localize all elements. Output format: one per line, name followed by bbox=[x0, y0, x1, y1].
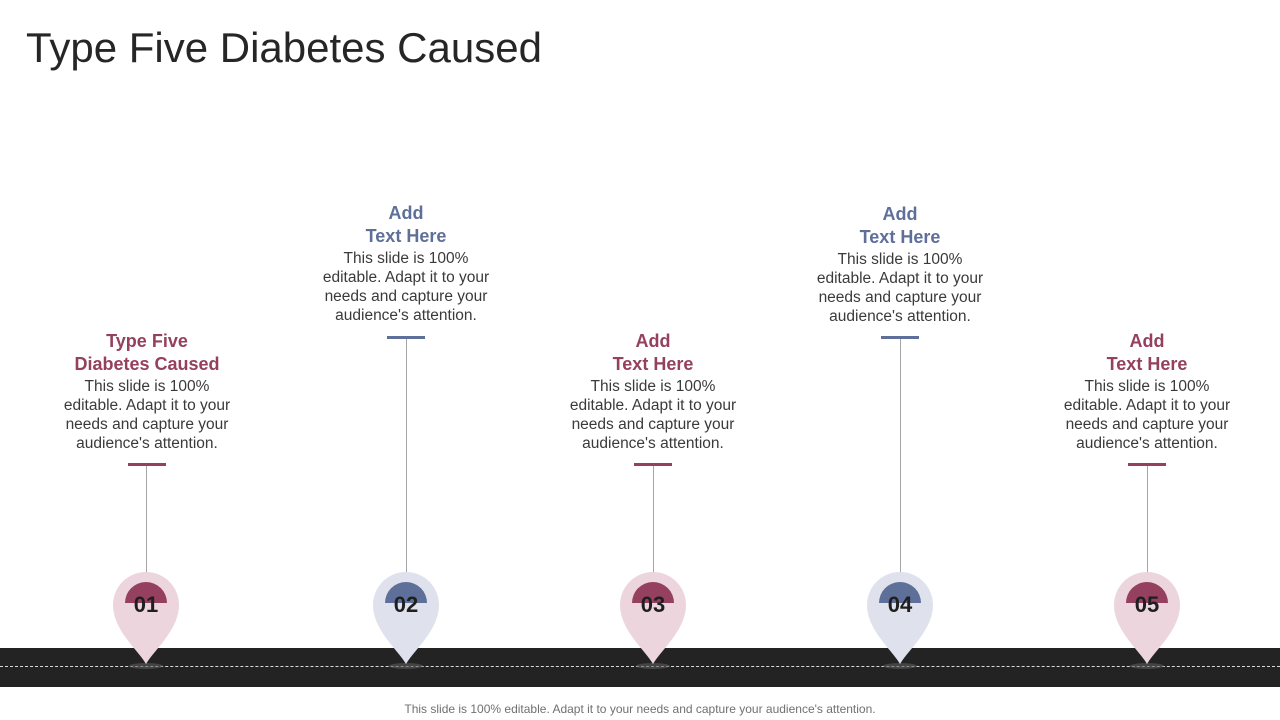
pin-number: 01 bbox=[133, 592, 159, 617]
milestone-description: This slide is 100% editable. Adapt it to… bbox=[322, 250, 490, 324]
milestone-heading: Add Text Here bbox=[1106, 331, 1188, 374]
pin-shape bbox=[373, 572, 439, 669]
milestone-01-dash bbox=[128, 463, 166, 466]
milestone-03-text: Add Text Here This slide is 100% editabl… bbox=[553, 330, 753, 453]
map-pin-icon: 05 bbox=[1114, 572, 1180, 670]
milestone-03-connector bbox=[653, 466, 654, 580]
milestone-05-dash bbox=[1128, 463, 1166, 466]
milestone-description: This slide is 100% editable. Adapt it to… bbox=[63, 378, 231, 452]
milestone-02-text: Add Text Here This slide is 100% editabl… bbox=[306, 202, 506, 325]
milestone-02-connector bbox=[406, 339, 407, 580]
footer-note: This slide is 100% editable. Adapt it to… bbox=[404, 702, 876, 716]
map-pin-icon: 02 bbox=[373, 572, 439, 670]
milestone-05-text: Add Text Here This slide is 100% editabl… bbox=[1047, 330, 1247, 453]
milestone-05-connector bbox=[1147, 466, 1148, 580]
pin-shape bbox=[113, 572, 179, 669]
pin-shape bbox=[620, 572, 686, 669]
map-pin-icon: 04 bbox=[867, 572, 933, 670]
milestone-04-connector bbox=[900, 339, 901, 580]
milestone-heading: Add Text Here bbox=[365, 203, 447, 246]
map-pin-icon: 03 bbox=[620, 572, 686, 670]
milestone-description: This slide is 100% editable. Adapt it to… bbox=[816, 251, 984, 325]
page-title: Type Five Diabetes Caused bbox=[26, 24, 542, 71]
milestone-01-connector bbox=[146, 466, 147, 580]
milestone-description: This slide is 100% editable. Adapt it to… bbox=[569, 378, 737, 452]
pin-number: 02 bbox=[393, 592, 419, 617]
milestone-heading: Add Text Here bbox=[859, 204, 941, 247]
milestone-heading: Type Five Diabetes Caused bbox=[74, 331, 220, 374]
milestone-04-text: Add Text Here This slide is 100% editabl… bbox=[800, 203, 1000, 326]
milestone-02-dash bbox=[387, 336, 425, 339]
map-pin-icon: 01 bbox=[113, 572, 179, 670]
pin-shape bbox=[1114, 572, 1180, 669]
milestone-01-text: Type Five Diabetes Caused This slide is … bbox=[47, 330, 247, 453]
milestone-04-dash bbox=[881, 336, 919, 339]
pin-number: 03 bbox=[640, 592, 666, 617]
pin-number: 04 bbox=[887, 592, 913, 617]
milestone-description: This slide is 100% editable. Adapt it to… bbox=[1063, 378, 1231, 452]
pin-shape bbox=[867, 572, 933, 669]
milestone-03-dash bbox=[634, 463, 672, 466]
pin-number: 05 bbox=[1134, 592, 1160, 617]
milestone-heading: Add Text Here bbox=[612, 331, 694, 374]
